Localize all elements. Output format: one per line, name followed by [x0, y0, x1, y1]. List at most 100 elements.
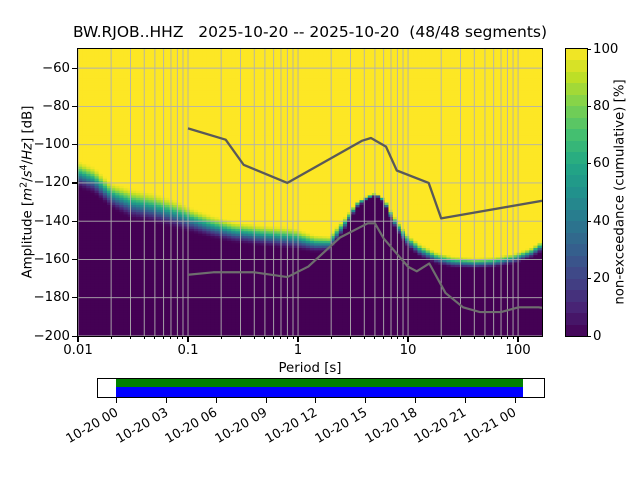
colorbar-step	[566, 209, 587, 222]
colorbar-tick-label: 20	[593, 271, 610, 287]
colorbar-tick-label: 40	[593, 213, 610, 229]
colorbar-step	[566, 106, 587, 118]
colorbar-tick-mark	[587, 163, 591, 165]
y-tick-label: −200	[33, 328, 70, 344]
colorbar-step	[566, 290, 587, 302]
timeline-tick-mark	[116, 398, 118, 403]
timeline-tick-mark	[315, 398, 317, 403]
x-minor-tick-mark	[280, 336, 282, 340]
colorbar-step	[566, 140, 587, 153]
x-minor-tick-mark	[264, 336, 266, 340]
colorbar-step	[566, 255, 587, 268]
x-minor-tick-mark	[440, 336, 442, 340]
x-minor-tick-mark	[129, 336, 131, 340]
x-minor-tick-mark	[143, 336, 145, 340]
x-minor-tick-mark	[273, 336, 275, 340]
y-tick-mark	[72, 297, 78, 299]
timeline-tick-mark	[464, 398, 466, 403]
x-minor-tick-mark	[484, 336, 486, 340]
y-tick-mark	[72, 105, 78, 108]
timeline-tick-mark	[165, 398, 168, 403]
x-minor-tick-mark	[460, 336, 462, 340]
x-tick-label: 100	[505, 343, 531, 358]
timeline-tick-mark	[215, 398, 217, 403]
y-tick-mark	[72, 144, 78, 146]
y-tick-label: −100	[33, 137, 70, 153]
colorbar-step	[566, 60, 587, 72]
colorbar-step	[566, 244, 587, 256]
x-tick-label: 1	[293, 343, 303, 358]
colorbar-step	[566, 94, 587, 107]
x-minor-tick-mark	[506, 336, 508, 340]
timeline-tick-mark	[365, 398, 367, 403]
colorbar-tick-mark	[587, 335, 591, 337]
colorbar-step	[566, 152, 587, 164]
x-minor-tick-mark	[176, 336, 178, 340]
colorbar-tick-label: 60	[593, 156, 610, 172]
colorbar-step	[566, 301, 587, 314]
x-axis-label: Period [s]	[278, 361, 342, 376]
y-tick-label: −80	[41, 98, 70, 114]
timeline-tick-mark	[414, 398, 417, 403]
colorbar-step	[566, 278, 587, 291]
colorbar-tick-mark	[587, 278, 591, 280]
colorbar-tick-label: 0	[593, 328, 602, 344]
x-minor-tick-mark	[473, 336, 475, 340]
x-tick-label: 0.1	[177, 343, 199, 358]
x-minor-tick-mark	[110, 336, 112, 340]
y-tick-label: −180	[33, 290, 70, 306]
y-label-s-exp: 4	[18, 164, 30, 171]
y-tick-mark	[72, 220, 78, 222]
x-tick-label: 0.01	[63, 343, 93, 358]
x-tick-label: 10	[399, 343, 417, 358]
x-tick-mark	[187, 336, 189, 342]
colorbar-step	[566, 49, 587, 61]
ppsd-heatmap-canvas	[78, 49, 542, 336]
x-minor-tick-mark	[396, 336, 398, 340]
x-tick-mark	[517, 336, 519, 342]
colorbar-step	[566, 71, 587, 84]
colorbar-step	[566, 267, 587, 279]
y-tick-label: −140	[33, 213, 70, 229]
x-minor-tick-mark	[286, 336, 288, 340]
timeline-tick-mark	[514, 398, 516, 403]
colorbar-gradient	[566, 49, 587, 337]
y-tick-mark	[72, 182, 78, 184]
colorbar-step	[566, 198, 587, 210]
x-minor-tick-mark	[154, 336, 156, 340]
x-minor-tick-mark	[493, 336, 495, 340]
y-tick-label: −160	[33, 251, 70, 267]
colorbar-step	[566, 186, 587, 199]
colorbar-step	[566, 324, 587, 337]
colorbar-tick-mark	[587, 220, 591, 222]
y-tick-mark	[72, 335, 78, 337]
colorbar-step	[566, 117, 587, 130]
colorbar-step	[566, 232, 587, 245]
timeline-coverage-used	[116, 379, 523, 387]
y-tick-label: −60	[41, 60, 70, 76]
timeline-tick-mark	[265, 398, 267, 403]
x-minor-tick-mark	[383, 336, 385, 340]
x-minor-tick-mark	[182, 336, 184, 340]
timeline-coverage-data	[116, 387, 523, 397]
x-tick-mark	[297, 336, 299, 342]
colorbar-step	[566, 129, 587, 141]
colorbar-step	[566, 175, 587, 187]
colorbar-step	[566, 163, 587, 176]
x-minor-tick-mark	[402, 336, 404, 340]
colorbar-tick-label: 80	[593, 98, 610, 114]
x-minor-tick-mark	[500, 336, 502, 340]
x-minor-tick-mark	[512, 336, 514, 340]
x-tick-mark	[77, 336, 79, 342]
x-minor-tick-mark	[253, 336, 255, 340]
x-minor-tick-mark	[220, 336, 222, 340]
colorbar-tick-mark	[587, 48, 591, 50]
plot-title: BW.RJOB..HHZ 2025-10-20 -- 2025-10-20 (4…	[72, 23, 548, 41]
x-minor-tick-mark	[163, 336, 165, 340]
colorbar-step	[566, 221, 587, 233]
x-minor-tick-mark	[350, 336, 352, 340]
y-label-slash2: /	[20, 159, 36, 165]
colorbar-step	[566, 313, 587, 325]
x-minor-tick-mark	[390, 336, 392, 340]
